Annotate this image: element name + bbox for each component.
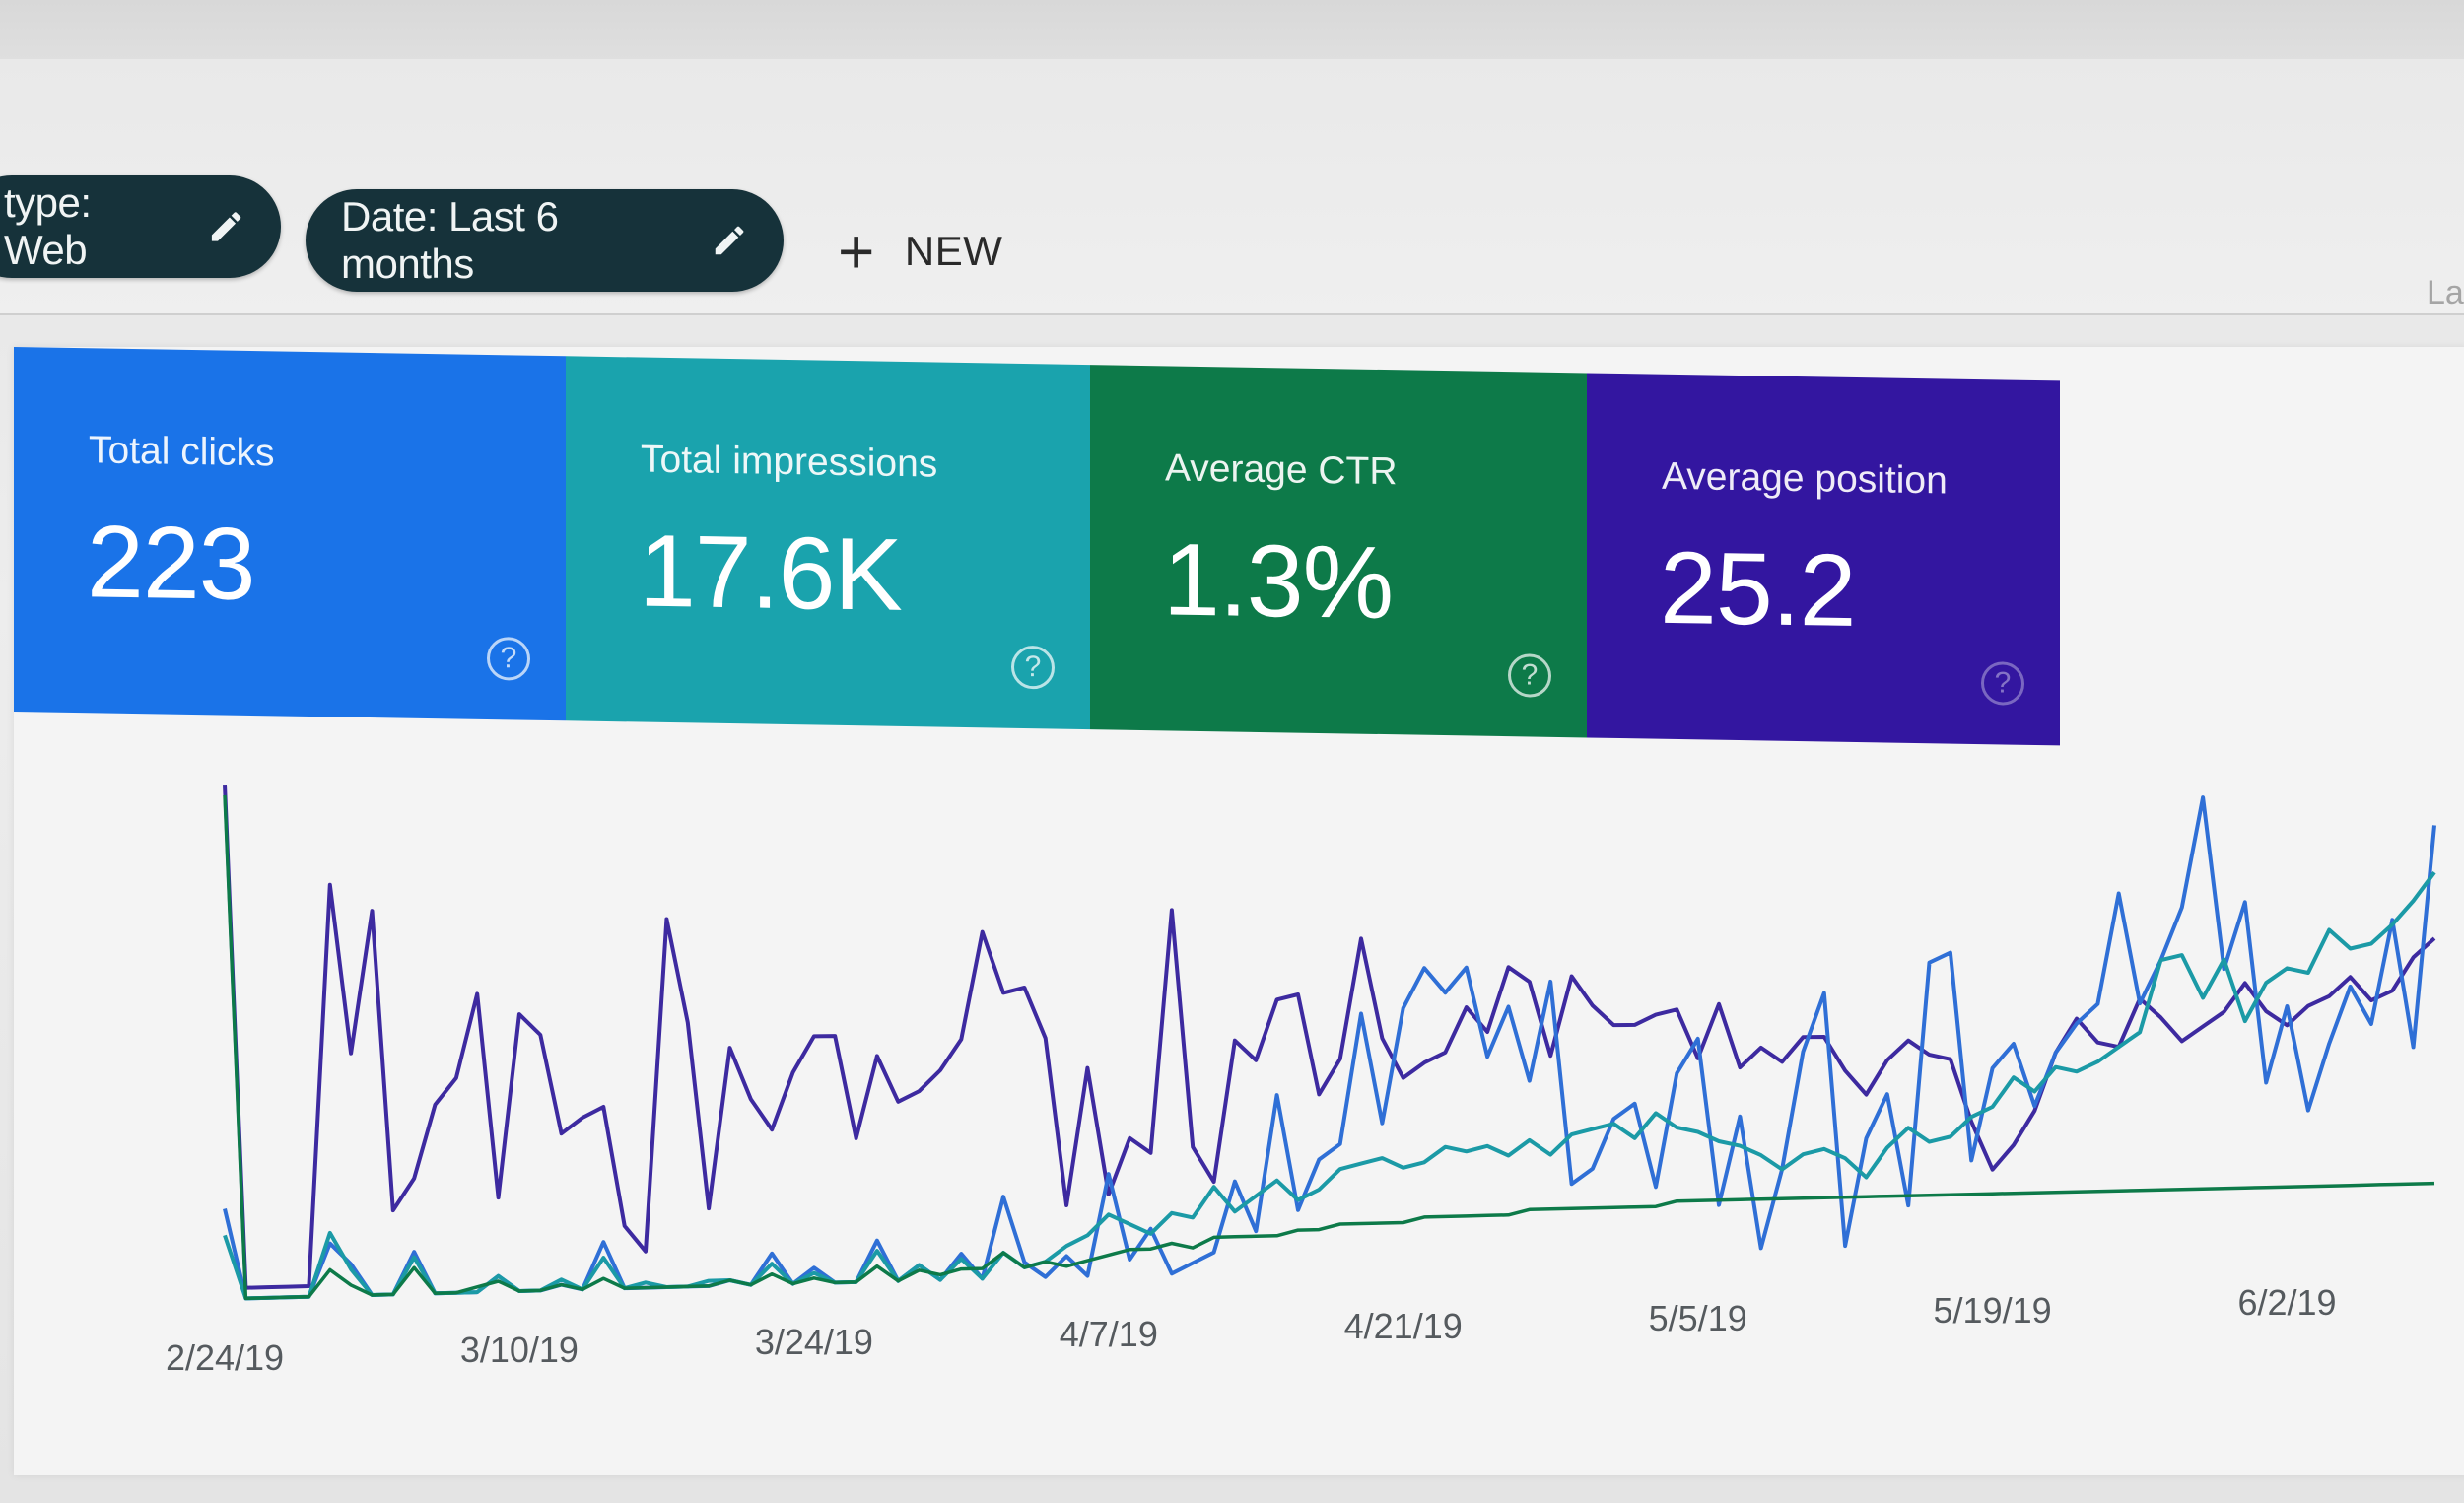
pencil-icon[interactable] xyxy=(711,221,748,260)
series-line-1 xyxy=(223,785,2436,1290)
x-tick-label: 3/24/19 xyxy=(755,1322,873,1362)
x-tick-label: 5/5/19 xyxy=(1649,1298,1747,1338)
series-line-3 xyxy=(223,871,2436,1301)
x-tick-label: 4/7/19 xyxy=(1060,1314,1158,1354)
new-filter-button[interactable]: + NEW xyxy=(838,217,1002,286)
search-type-filter-label: type: Web xyxy=(4,179,92,273)
date-filter-chip[interactable]: Date: Last 6 months xyxy=(306,189,784,292)
x-axis-ticks: 2/24/19 3/10/19 3/24/19 4/7/19 4/21/19 5/5/19… xyxy=(166,1282,2337,1378)
x-tick-label: 5/19/19 xyxy=(1934,1290,2052,1331)
x-tick-label: 6/2/19 xyxy=(2237,1282,2336,1323)
new-filter-label: NEW xyxy=(904,228,1003,274)
plus-icon: + xyxy=(838,216,875,287)
pencil-icon[interactable] xyxy=(207,207,245,246)
filter-toolbar: type: Web Date: Last 6 months + NEW La xyxy=(0,59,2464,315)
date-filter-label: Date: Last 6 months xyxy=(341,193,559,287)
truncated-label: La xyxy=(2427,274,2464,311)
x-tick-label: 4/21/19 xyxy=(1344,1306,1463,1346)
series-line-2 xyxy=(223,795,2436,1301)
x-tick-label: 3/10/19 xyxy=(460,1330,579,1370)
x-tick-label: 2/24/19 xyxy=(166,1337,284,1378)
search-type-filter-chip[interactable]: type: Web xyxy=(0,175,281,278)
chart-series xyxy=(223,785,2436,1301)
series-line-4 xyxy=(223,794,2435,1301)
